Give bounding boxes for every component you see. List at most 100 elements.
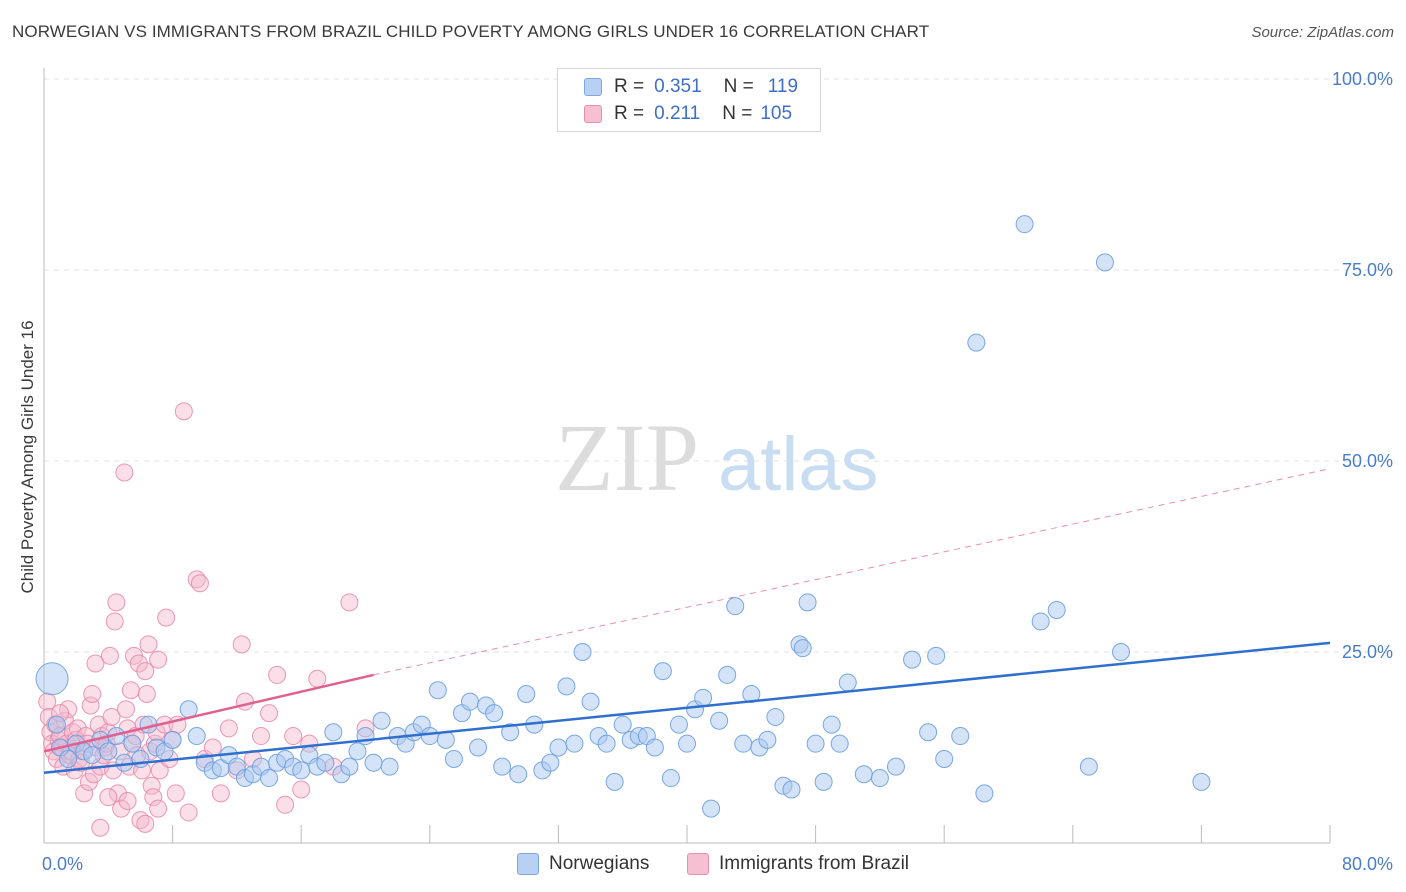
data-point-norwegian <box>428 681 447 700</box>
data-point-norwegian <box>485 704 504 723</box>
data-point-brazil <box>136 662 155 681</box>
data-point-brazil <box>112 799 131 818</box>
y-tick-label: 75.0% <box>1342 260 1393 280</box>
data-point-brazil <box>144 788 163 807</box>
r-value: 0.351 <box>654 76 702 97</box>
data-point-brazil <box>116 700 135 719</box>
chart-title: NORWEGIAN VS IMMIGRANTS FROM BRAZIL CHIL… <box>12 22 930 41</box>
data-point-norwegian <box>782 780 801 799</box>
trend-line-brazil <box>43 673 374 753</box>
data-point-brazil <box>203 738 222 757</box>
data-point-brazil <box>139 635 158 654</box>
data-point-norwegian <box>380 757 399 776</box>
data-point-norwegian <box>935 749 954 768</box>
data-point-norwegian <box>1015 215 1034 234</box>
data-point-norwegian <box>605 772 624 791</box>
r-value: 0.211 <box>654 103 701 124</box>
data-point-norwegian <box>348 742 367 761</box>
data-point-norwegian <box>292 761 311 780</box>
data-point-brazil <box>166 784 185 803</box>
data-point-brazil <box>81 696 100 715</box>
data-point-norwegian <box>549 738 568 757</box>
data-point-norwegian <box>975 784 994 803</box>
data-point-brazil <box>100 646 119 665</box>
data-point-norwegian <box>661 769 680 788</box>
legend-swatch-pink <box>584 105 602 123</box>
grid-lines <box>44 78 1395 653</box>
data-point-norwegian <box>694 688 713 707</box>
data-point-norwegian <box>260 769 279 788</box>
legend-item-brazil[interactable]: Immigrants from Brazil <box>687 852 909 876</box>
data-point-norwegian <box>1192 772 1211 791</box>
y-axis-label: Child Poverty Among Girls Under 16 <box>18 320 37 593</box>
data-point-brazil <box>149 799 168 818</box>
x-tick-label: 0.0% <box>42 854 83 874</box>
data-point-norwegian <box>316 753 335 772</box>
data-point-norwegian <box>702 799 721 818</box>
data-point-norwegian <box>1047 600 1066 619</box>
data-point-norwegian <box>1079 757 1098 776</box>
norwegian-points <box>35 215 1211 818</box>
watermark: ZIP atlas <box>555 404 879 511</box>
legend-item-norwegians[interactable]: Norwegians <box>517 852 649 876</box>
data-point-norwegian <box>372 711 391 730</box>
legend-swatch-blue <box>584 78 602 96</box>
stats-row-norwegians: R = 0.351 N = 119 <box>584 75 798 99</box>
data-point-brazil <box>284 727 303 746</box>
data-point-norwegian <box>460 692 479 711</box>
data-point-norwegian <box>793 639 812 658</box>
n-value: 119 <box>767 76 799 97</box>
data-point-brazil <box>268 665 287 684</box>
y-tick-label: 100.0% <box>1332 69 1393 89</box>
data-point-norwegian <box>798 593 817 612</box>
data-point-norwegian <box>758 730 777 749</box>
data-point-brazil <box>86 654 105 673</box>
data-point-norwegian <box>47 715 66 734</box>
data-point-norwegian <box>919 723 938 742</box>
data-point-norwegian <box>886 757 905 776</box>
data-point-norwegian <box>163 730 182 749</box>
r-label: R = <box>614 76 645 97</box>
data-point-brazil <box>108 784 127 803</box>
n-label: N = <box>723 76 754 97</box>
legend-label: Norwegians <box>549 853 650 874</box>
data-point-norwegian <box>766 707 785 726</box>
data-point-brazil <box>149 650 168 669</box>
data-point-norwegian <box>501 723 520 742</box>
stats-row-brazil: R = 0.211 N = 105 <box>584 102 792 126</box>
data-point-brazil <box>107 593 126 612</box>
data-point-brazil <box>115 463 134 482</box>
data-point-norwegian <box>364 753 383 772</box>
data-point-norwegian <box>123 734 142 753</box>
data-point-brazil <box>142 776 161 795</box>
data-point-brazil <box>235 692 254 711</box>
data-point-brazil <box>136 814 155 833</box>
data-point-norwegian <box>678 734 696 753</box>
data-point-brazil <box>83 685 102 704</box>
data-point-norwegian <box>565 734 584 753</box>
data-point-norwegian <box>1031 612 1050 631</box>
trend-lines <box>43 468 1331 774</box>
data-point-brazil <box>121 681 140 700</box>
trend-line-brazil-extension <box>373 468 1331 676</box>
watermark-atlas: atlas <box>718 422 879 507</box>
data-point-norwegian <box>517 685 536 704</box>
data-point-norwegian <box>444 749 463 768</box>
data-point-norwegian <box>854 765 873 784</box>
data-point-norwegian <box>420 727 439 746</box>
data-point-norwegian <box>806 734 825 753</box>
legend-swatch-pink <box>687 853 709 875</box>
data-point-norwegian <box>951 727 970 746</box>
data-point-norwegian <box>131 749 150 768</box>
data-point-norwegian <box>99 742 118 761</box>
data-point-norwegian <box>967 333 986 352</box>
data-point-norwegian <box>581 692 600 711</box>
data-point-norwegian <box>35 662 69 696</box>
data-point-brazil <box>84 765 103 784</box>
data-point-norwegian <box>597 734 616 753</box>
data-point-norwegian <box>903 650 922 669</box>
x-tick-label: 80.0% <box>1342 854 1393 874</box>
legend-swatch-blue <box>517 853 539 875</box>
data-point-brazil <box>219 719 238 738</box>
data-point-norwegian <box>469 738 488 757</box>
